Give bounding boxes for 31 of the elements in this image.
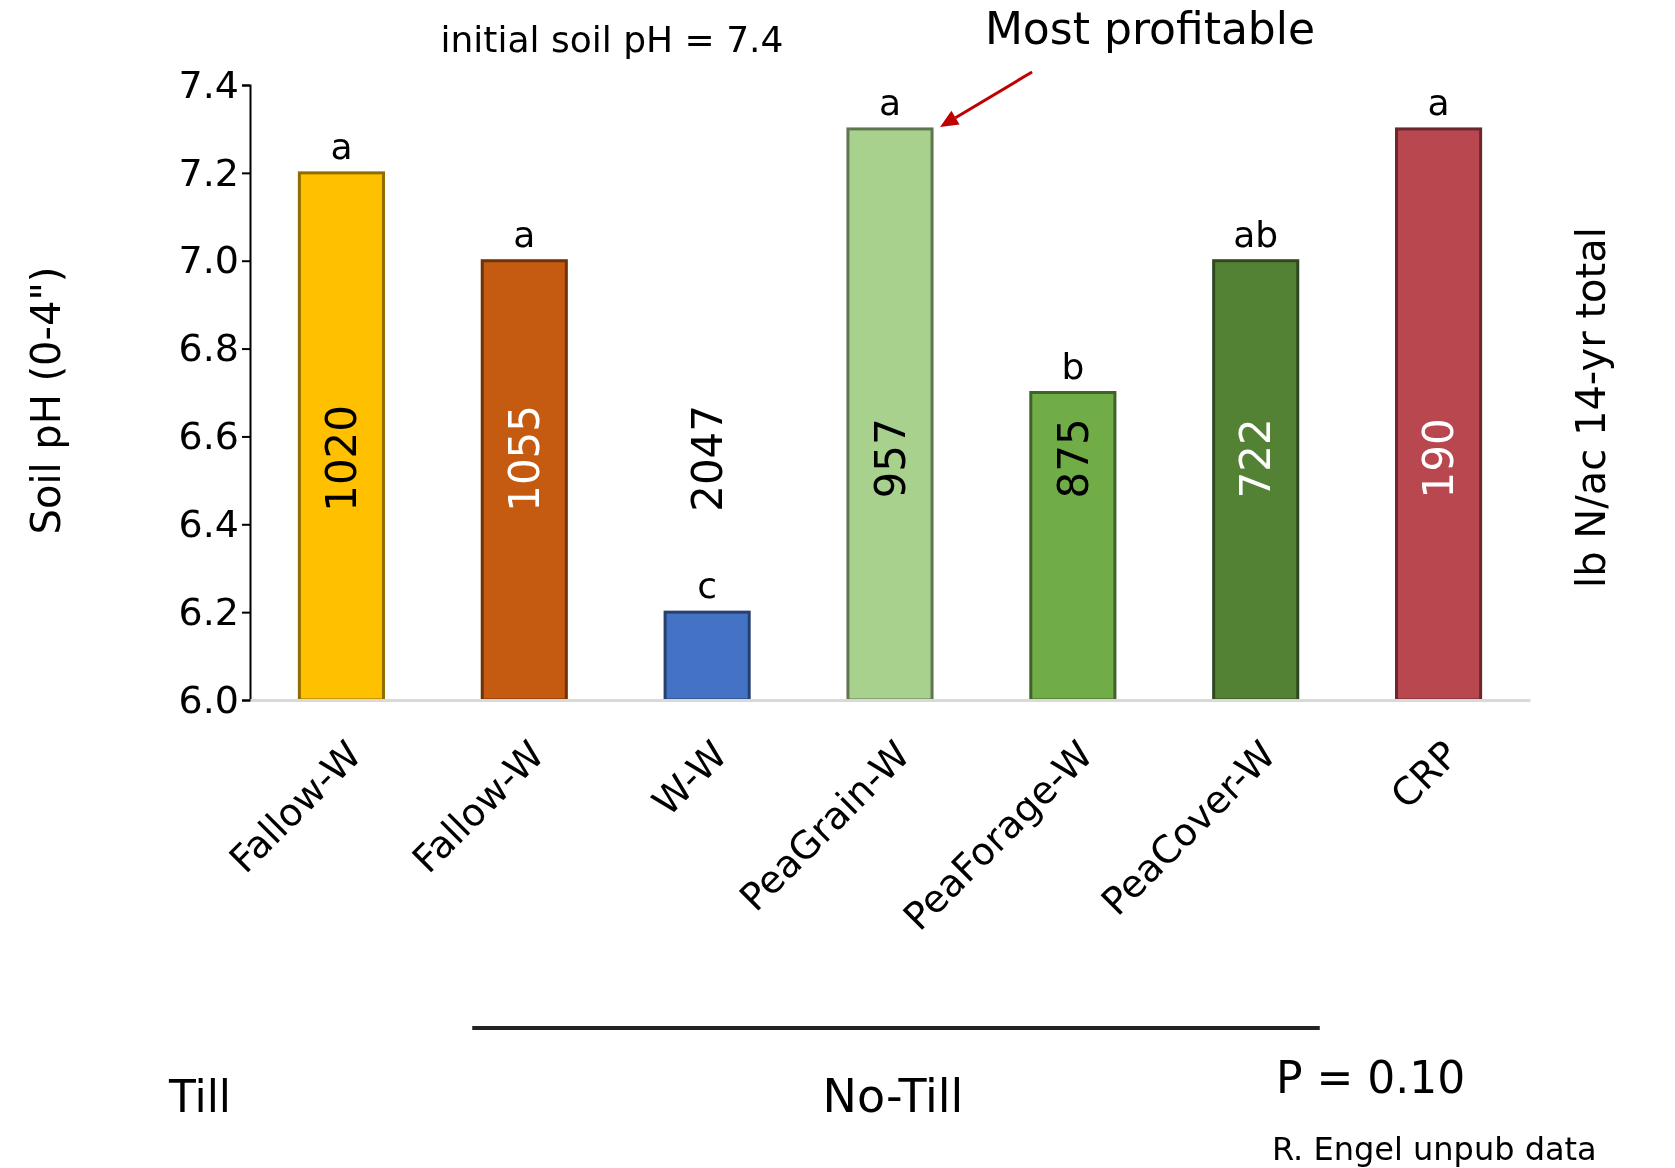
y-tick-label: 7.0 [178,238,239,283]
annotation: a [878,81,902,123]
y-tick-label: 7.2 [178,150,239,195]
annotation: a [1427,81,1450,123]
x-tick-label: CRP [1382,732,1468,818]
y-tick-label: 6.6 [178,414,239,459]
y-tick-label: 7.4 [178,62,239,107]
y-tick-label: 6.0 [178,677,239,722]
annotation: b [1061,345,1085,387]
annotation: 190 [1414,418,1464,499]
y-axis-title: Soil pH (0-4") [23,266,69,535]
y2-axis-title: lb N/ac 14-yr total [1568,227,1614,588]
annotation: a [330,125,353,167]
y-tick-label: 6.2 [178,589,239,634]
text: R. Engel unpub data [1272,1130,1597,1168]
annotation: 957 [865,418,915,499]
annotation: a [513,213,536,255]
annotation: 875 [1048,418,1098,499]
text: Most profitable [984,3,1316,54]
annotation: ab [1233,213,1279,255]
y-tick-label: 6.4 [178,501,239,546]
y-tick-label: 6.8 [178,326,239,371]
annotation: 1055 [499,404,549,512]
annotation: 722 [1231,418,1281,499]
annotation: 2047 [682,404,732,512]
chart-subtitle: initial soil pH = 7.4 [440,19,784,60]
text: P = 0.10 [1276,1052,1466,1103]
text: No-Till [822,1069,964,1123]
annotation: c [697,565,718,607]
annotation: 1020 [317,404,367,512]
text: Till [167,1071,232,1122]
